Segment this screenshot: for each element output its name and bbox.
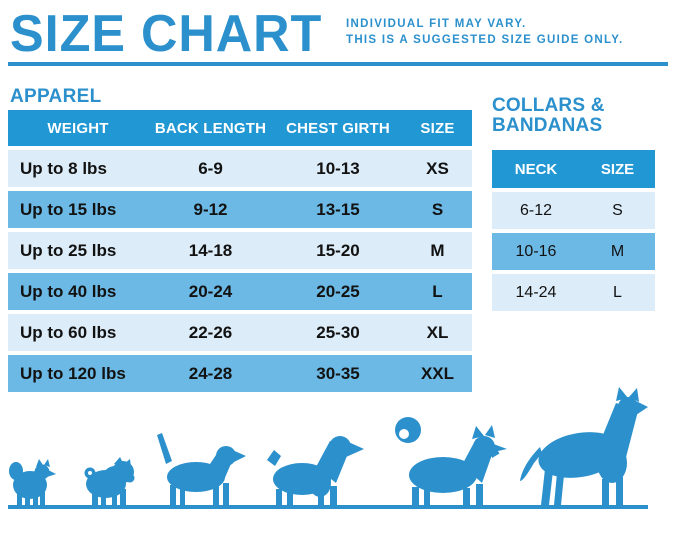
cell-back-length: 9-12	[193, 199, 228, 219]
cell-chest-girth: 13-15	[316, 199, 360, 219]
cell-chest-girth: 10-13	[316, 158, 360, 178]
title-underline-rule	[8, 62, 668, 66]
apparel-table-header-row: WEIGHT BACK LENGTH CHEST GIRTH SIZE	[8, 110, 472, 146]
cell-chest-girth: 30-35	[316, 363, 360, 383]
collars-row-s: 6-12 S	[492, 192, 655, 229]
dog-silhouette-pug-icon	[84, 457, 135, 505]
apparel-row-xxl: Up to 120 lbs 24-28 30-35 XXL	[8, 355, 472, 392]
cell-size: XS	[426, 158, 449, 178]
disclaimer-note: INDIVIDUAL FIT MAY VARY. THIS IS A SUGGE…	[346, 16, 623, 48]
cell-neck: 14-24	[515, 283, 557, 301]
apparel-row-xl: Up to 60 lbs 22-26 25-30 XL	[8, 314, 472, 351]
apparel-row-s: Up to 15 lbs 9-12 13-15 S	[8, 191, 472, 228]
collars-section-heading: COLLARS & BANDANAS	[492, 96, 605, 136]
dog-silhouette-great-dane-icon	[520, 387, 648, 505]
cell-back-length: 6-9	[198, 158, 223, 178]
collars-col-neck: NECK	[514, 160, 558, 178]
cell-size: S	[431, 199, 444, 219]
apparel-col-chest-girth: CHEST GIRTH	[286, 119, 390, 137]
cell-back-length: 22-26	[188, 322, 233, 342]
cell-weight: Up to 25 lbs	[20, 240, 117, 260]
dog-silhouette-husky-icon	[395, 417, 507, 505]
cell-weight: Up to 120 lbs	[20, 363, 126, 383]
collars-col-size: SIZE	[600, 160, 635, 178]
collars-size-table: NECK SIZE 6-12 S 10-16 M 14-24 L	[492, 150, 655, 311]
cell-size: S	[612, 201, 623, 219]
dog-silhouette-beagle-icon	[157, 433, 246, 505]
apparel-row-m: Up to 25 lbs 14-18 15-20 M	[8, 232, 472, 269]
disclaimer-line-2: THIS IS A SUGGESTED SIZE GUIDE ONLY.	[346, 34, 624, 46]
dog-size-silhouettes	[8, 387, 648, 509]
cell-chest-girth: 15-20	[316, 240, 360, 260]
cell-back-length: 24-28	[188, 363, 233, 383]
cell-weight: Up to 8 lbs	[20, 158, 107, 178]
apparel-col-size: SIZE	[420, 119, 455, 137]
apparel-section-heading: APPAREL	[10, 86, 102, 107]
cell-neck: 10-16	[515, 242, 557, 260]
cell-size: XXL	[420, 363, 455, 383]
cell-size: XL	[426, 322, 449, 342]
collars-row-l: 14-24 L	[492, 274, 655, 311]
disclaimer-line-1: INDIVIDUAL FIT MAY VARY.	[346, 18, 527, 30]
apparel-col-weight: WEIGHT	[47, 119, 109, 137]
collars-table-header-row: NECK SIZE	[492, 150, 655, 188]
apparel-col-back-length: BACK LENGTH	[154, 119, 267, 137]
cell-size: M	[610, 242, 625, 260]
ground-line	[8, 505, 648, 509]
cell-chest-girth: 25-30	[316, 322, 360, 342]
cell-size: L	[432, 281, 443, 301]
page-title: SIZE CHART	[10, 5, 323, 63]
apparel-row-l: Up to 40 lbs 20-24 20-25 L	[8, 273, 472, 310]
collars-heading-line-2: BANDANAS	[492, 115, 603, 136]
cell-back-length: 20-24	[188, 281, 233, 301]
dog-silhouette-cocker-spaniel-icon	[267, 436, 364, 505]
apparel-row-xs: Up to 8 lbs 6-9 10-13 XS	[8, 150, 472, 187]
apparel-size-table: WEIGHT BACK LENGTH CHEST GIRTH SIZE Up t…	[8, 110, 472, 392]
cell-chest-girth: 20-25	[316, 281, 360, 301]
cell-weight: Up to 15 lbs	[20, 199, 117, 219]
cell-neck: 6-12	[519, 201, 553, 219]
cell-size: L	[613, 283, 622, 301]
dog-silhouette-pomeranian-icon	[9, 459, 56, 505]
cell-size: M	[430, 240, 445, 260]
cell-weight: Up to 40 lbs	[20, 281, 117, 301]
collars-row-m: 10-16 M	[492, 233, 655, 270]
cell-back-length: 14-18	[188, 240, 233, 260]
collars-heading-line-1: COLLARS &	[492, 95, 605, 116]
cell-weight: Up to 60 lbs	[20, 322, 117, 342]
